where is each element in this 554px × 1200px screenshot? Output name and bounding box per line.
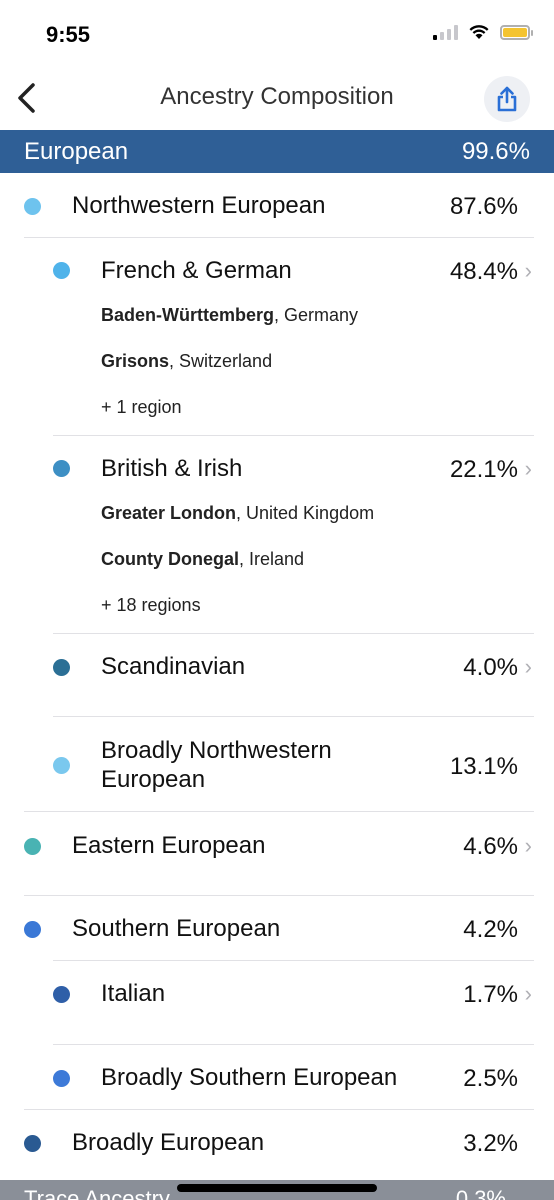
ancestry-percent: 4.2% <box>463 916 518 944</box>
battery-icon <box>500 25 530 40</box>
ancestry-percent: 13.1% <box>450 753 518 781</box>
status-bar: 9:55 <box>0 0 554 70</box>
chevron-right-icon: › <box>525 981 532 1007</box>
section-header-european: European 99.6% <box>0 130 554 173</box>
footer-percent: 0.3% <box>456 1186 506 1200</box>
ancestry-percent: 48.4% <box>450 258 518 286</box>
region-item: Grisons, Switzerland <box>101 351 272 372</box>
chevron-right-icon: › <box>525 456 532 482</box>
ancestry-row-italian[interactable]: Italian 1.7% › <box>0 961 554 1045</box>
color-dot <box>53 986 70 1003</box>
status-time: 9:55 <box>46 22 90 48</box>
chevron-right-icon: › <box>525 258 532 284</box>
region-place: , Switzerland <box>169 351 272 371</box>
ancestry-row-broadly-european: Broadly European 3.2% <box>0 1110 554 1180</box>
ancestry-label: Northwestern European <box>72 191 325 221</box>
nav-bar: Ancestry Composition <box>0 70 554 130</box>
region-name: Grisons <box>101 351 169 371</box>
region-name: Greater London <box>101 503 236 523</box>
region-item: Baden-Württemberg, Germany <box>101 305 358 326</box>
status-icons <box>433 24 530 40</box>
ancestry-row-eastern-european[interactable]: Eastern European 4.6% › <box>0 812 554 896</box>
page-title: Ancestry Composition <box>0 83 554 111</box>
ancestry-label-line1: Broadly Northwestern <box>101 736 332 766</box>
region-item: Greater London, United Kingdom <box>101 503 374 524</box>
ancestry-label: Eastern European <box>72 831 265 861</box>
ancestry-label: Southern European <box>72 914 280 944</box>
ancestry-row-broadly-northwestern-european: Broadly Northwestern European 13.1% <box>0 717 554 812</box>
ancestry-row-french-german[interactable]: French & German 48.4% › Baden-Württember… <box>0 238 554 436</box>
ancestry-label: French & German <box>101 256 292 286</box>
ancestry-percent: 1.7% <box>463 981 518 1009</box>
color-dot <box>24 838 41 855</box>
color-dot <box>24 198 41 215</box>
more-regions[interactable]: + 1 region <box>101 397 182 418</box>
ancestry-label: Italian <box>101 979 165 1009</box>
ancestry-label: Scandinavian <box>101 652 245 682</box>
section-header-percent: 99.6% <box>462 138 530 166</box>
ancestry-percent: 2.5% <box>463 1065 518 1093</box>
color-dot <box>53 460 70 477</box>
region-place: , Ireland <box>239 549 304 569</box>
color-dot <box>53 659 70 676</box>
more-regions[interactable]: + 18 regions <box>101 595 201 616</box>
ancestry-percent: 4.6% <box>463 833 518 861</box>
home-indicator[interactable] <box>177 1184 377 1192</box>
ancestry-row-northwestern-european[interactable]: Northwestern European 87.6% <box>0 174 554 238</box>
region-place: , United Kingdom <box>236 503 374 523</box>
color-dot <box>53 262 70 279</box>
ancestry-label: Broadly European <box>72 1128 264 1158</box>
footer-label: Trace Ancestry <box>24 1186 170 1200</box>
share-button[interactable] <box>484 76 530 122</box>
wifi-icon <box>468 24 490 40</box>
ancestry-row-southern-european: Southern European 4.2% <box>0 896 554 961</box>
section-header-label: European <box>24 138 128 166</box>
ancestry-label: British & Irish <box>101 454 242 484</box>
region-place: , Germany <box>274 305 358 325</box>
ancestry-percent: 3.2% <box>463 1130 518 1158</box>
color-dot <box>24 1135 41 1152</box>
ancestry-row-british-irish[interactable]: British & Irish 22.1% › Greater London, … <box>0 436 554 634</box>
ancestry-percent: 4.0% <box>463 654 518 682</box>
ancestry-label-line2: European <box>101 765 205 795</box>
signal-icon <box>433 24 458 40</box>
chevron-right-icon: › <box>525 833 532 859</box>
ancestry-row-broadly-southern-european: Broadly Southern European 2.5% <box>0 1045 554 1110</box>
color-dot <box>53 1070 70 1087</box>
ancestry-percent: 87.6% <box>450 193 518 221</box>
share-icon <box>496 86 518 112</box>
region-name: Baden-Württemberg <box>101 305 274 325</box>
color-dot <box>53 757 70 774</box>
color-dot <box>24 921 41 938</box>
chevron-right-icon: › <box>525 654 532 680</box>
ancestry-percent: 22.1% <box>450 456 518 484</box>
region-item: County Donegal, Ireland <box>101 549 304 570</box>
ancestry-row-scandinavian[interactable]: Scandinavian 4.0% › <box>0 634 554 717</box>
ancestry-label: Broadly Southern European <box>101 1063 397 1093</box>
region-name: County Donegal <box>101 549 239 569</box>
